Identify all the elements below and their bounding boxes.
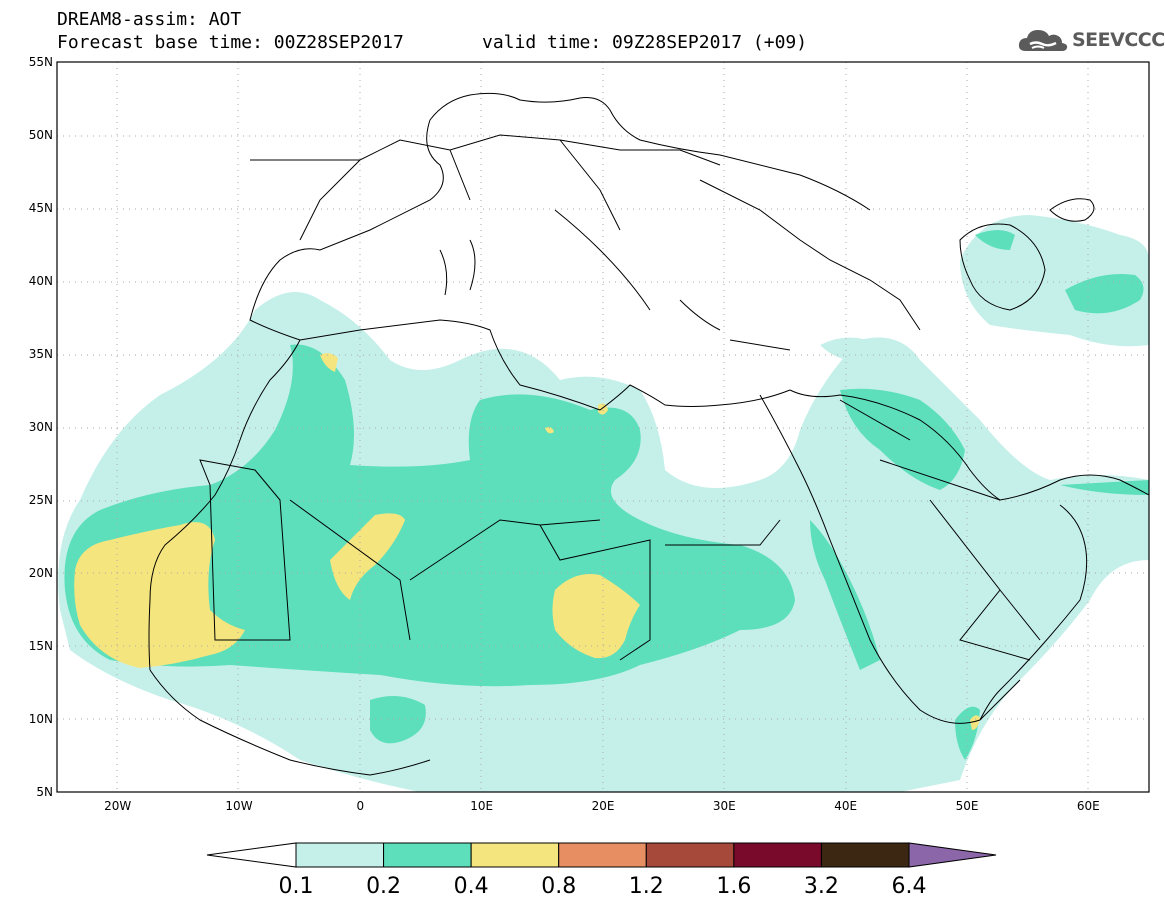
base-time: Forecast base time: 00Z28SEP2017 [57,32,404,53]
colorbar-swatch [645,842,735,868]
coastlines [148,92,1149,776]
lat-label: 20N [29,566,53,580]
lon-label: 40E [834,799,857,813]
colorbar-label: 1.6 [716,874,751,899]
lon-label: 10W [225,799,252,813]
aot-level-0.4 [74,353,980,730]
map-title: DREAM8-assim: AOT [57,9,242,30]
lon-label: 50E [956,799,979,813]
graticule [57,62,1149,792]
colorbar-under-arrow [206,842,297,868]
lat-label: 10N [29,712,53,726]
colorbar-swatch [733,842,822,868]
lat-label: 55N [29,55,53,69]
map-frame [56,61,1150,793]
lat-label: 15N [29,639,53,653]
forecast-times: Forecast base time: 00Z28SEP2017 valid ti… [57,32,807,53]
lat-label: 5N [36,785,53,799]
lon-label: 60E [1077,799,1100,813]
colorbar-swatch [820,842,910,868]
lon-label: 0 [357,799,365,813]
lon-label: 20E [592,799,615,813]
colorbar-label: 0.1 [279,874,314,899]
colorbar: 0.1 0.2 0.4 0.8 1.2 1.6 3.2 6.4 [206,842,997,899]
colorbar-label: 6.4 [892,874,927,899]
colorbar-swatch [558,842,647,868]
lat-label: 50N [29,128,53,142]
colorbar-swatch [383,842,472,868]
lat-label: 30N [29,420,53,434]
colorbar-swatch [470,842,560,868]
lat-label: 35N [29,347,53,361]
lon-label: 30E [713,799,736,813]
colorbar-label: 3.2 [804,874,839,899]
lat-label: 25N [29,493,53,507]
aot-field [58,215,1149,792]
seevccc-logo: SEEVCCC [1016,24,1165,56]
lat-label: 40N [29,274,53,288]
longitude-labels: 20W 10W 0 10E 20E 30E 40E 50E 60E [104,799,1100,813]
colorbar-label: 0.8 [541,874,576,899]
colorbar-over-arrow [908,842,997,868]
lon-label: 20W [104,799,131,813]
valid-time: valid time: 09Z28SEP2017 (+09) [482,32,808,53]
logo-text: SEEVCCC [1072,29,1165,51]
latitude-labels: 55N 50N 45N 40N 35N 30N 25N 20N 15N 10N 5N [29,55,53,799]
cloud-icon [1018,30,1068,51]
colorbar-swatch [295,842,385,868]
colorbar-label: 1.2 [629,874,664,899]
colorbar-label: 0.2 [366,874,401,899]
colorbar-label: 0.4 [454,874,489,899]
lat-label: 45N [29,201,53,215]
lon-label: 10E [470,799,493,813]
